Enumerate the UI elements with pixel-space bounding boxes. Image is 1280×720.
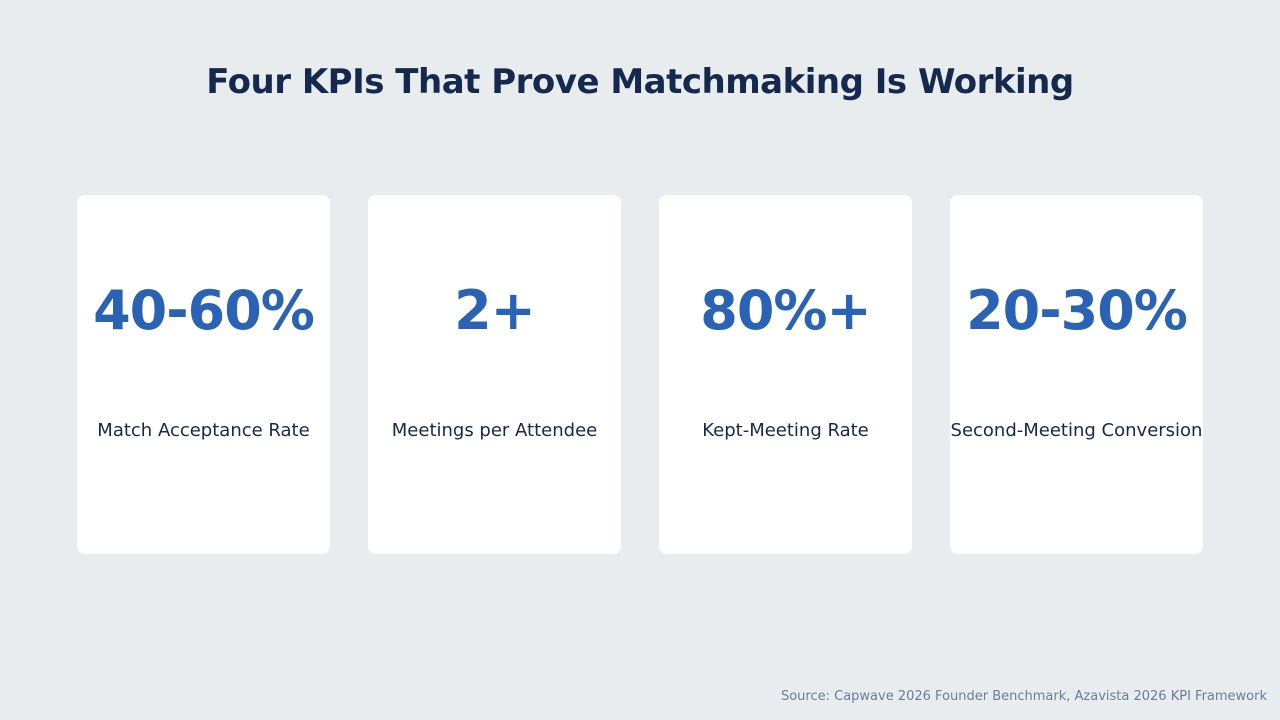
kpi-label: Kept-Meeting Rate xyxy=(702,420,869,441)
kpi-label: Match Acceptance Rate xyxy=(97,420,310,441)
kpi-label: Meetings per Attendee xyxy=(391,420,598,441)
kpi-value: 40-60% xyxy=(93,279,315,342)
kpi-cards: 40-60% Match Acceptance Rate 2+ Meetings… xyxy=(77,195,1203,554)
kpi-card-kept-meeting: 80%+ Kept-Meeting Rate xyxy=(659,195,912,554)
page-title: Four KPIs That Prove Matchmaking Is Work… xyxy=(206,62,1074,102)
kpi-label: Second-Meeting Conversion xyxy=(950,420,1203,441)
kpi-value: 80%+ xyxy=(700,279,872,342)
kpi-card-second-meeting: 20-30% Second-Meeting Conversion xyxy=(950,195,1203,554)
kpi-card-meetings-per-attendee: 2+ Meetings per Attendee xyxy=(368,195,621,554)
source-note: Source: Capwave 2026 Founder Benchmark, … xyxy=(780,689,1267,704)
kpi-value: 2+ xyxy=(454,279,536,342)
kpi-card-match-acceptance: 40-60% Match Acceptance Rate xyxy=(77,195,330,554)
kpi-value: 20-30% xyxy=(966,279,1188,342)
